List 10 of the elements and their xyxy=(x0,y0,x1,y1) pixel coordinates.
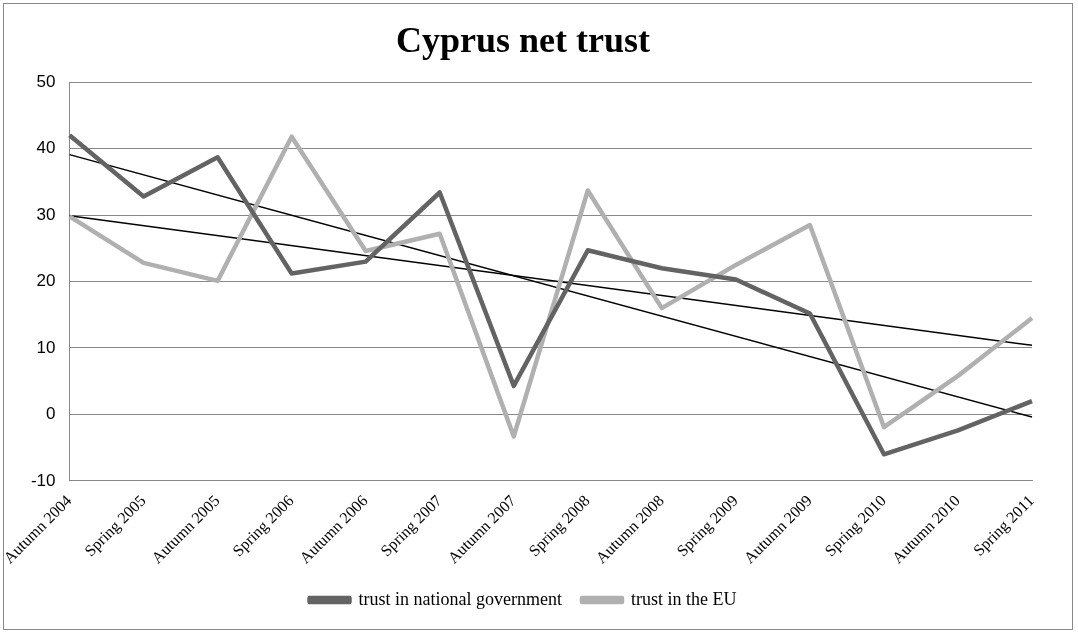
y-tick-label: 30 xyxy=(36,204,56,224)
y-tick-label: -10 xyxy=(30,470,56,490)
y-tick-label: 10 xyxy=(36,337,56,357)
y-tick-label: 20 xyxy=(36,271,56,291)
y-tick-label: 40 xyxy=(36,138,56,158)
chart-title: Cyprus net trust xyxy=(395,19,651,60)
y-tick-label: 0 xyxy=(46,404,56,424)
legend-label: trust in national government xyxy=(358,588,562,609)
legend-label: trust in the EU xyxy=(630,588,737,609)
y-tick-label: 50 xyxy=(36,71,56,91)
